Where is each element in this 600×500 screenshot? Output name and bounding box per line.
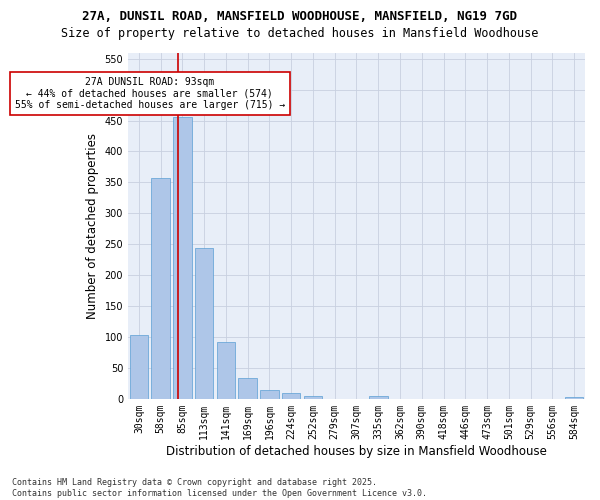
Bar — [369, 396, 388, 399]
Text: Size of property relative to detached houses in Mansfield Woodhouse: Size of property relative to detached ho… — [61, 28, 539, 40]
Bar — [260, 390, 278, 399]
Bar — [304, 396, 322, 399]
Bar — [282, 394, 301, 399]
Bar — [217, 342, 235, 399]
Text: 27A DUNSIL ROAD: 93sqm
← 44% of detached houses are smaller (574)
55% of semi-de: 27A DUNSIL ROAD: 93sqm ← 44% of detached… — [14, 77, 285, 110]
Bar — [565, 397, 583, 399]
Text: 27A, DUNSIL ROAD, MANSFIELD WOODHOUSE, MANSFIELD, NG19 7GD: 27A, DUNSIL ROAD, MANSFIELD WOODHOUSE, M… — [83, 10, 517, 23]
Bar — [173, 118, 191, 399]
X-axis label: Distribution of detached houses by size in Mansfield Woodhouse: Distribution of detached houses by size … — [166, 444, 547, 458]
Bar — [238, 378, 257, 399]
Bar — [130, 334, 148, 399]
Y-axis label: Number of detached properties: Number of detached properties — [86, 132, 99, 318]
Bar — [151, 178, 170, 399]
Text: Contains HM Land Registry data © Crown copyright and database right 2025.
Contai: Contains HM Land Registry data © Crown c… — [12, 478, 427, 498]
Bar — [195, 248, 214, 399]
